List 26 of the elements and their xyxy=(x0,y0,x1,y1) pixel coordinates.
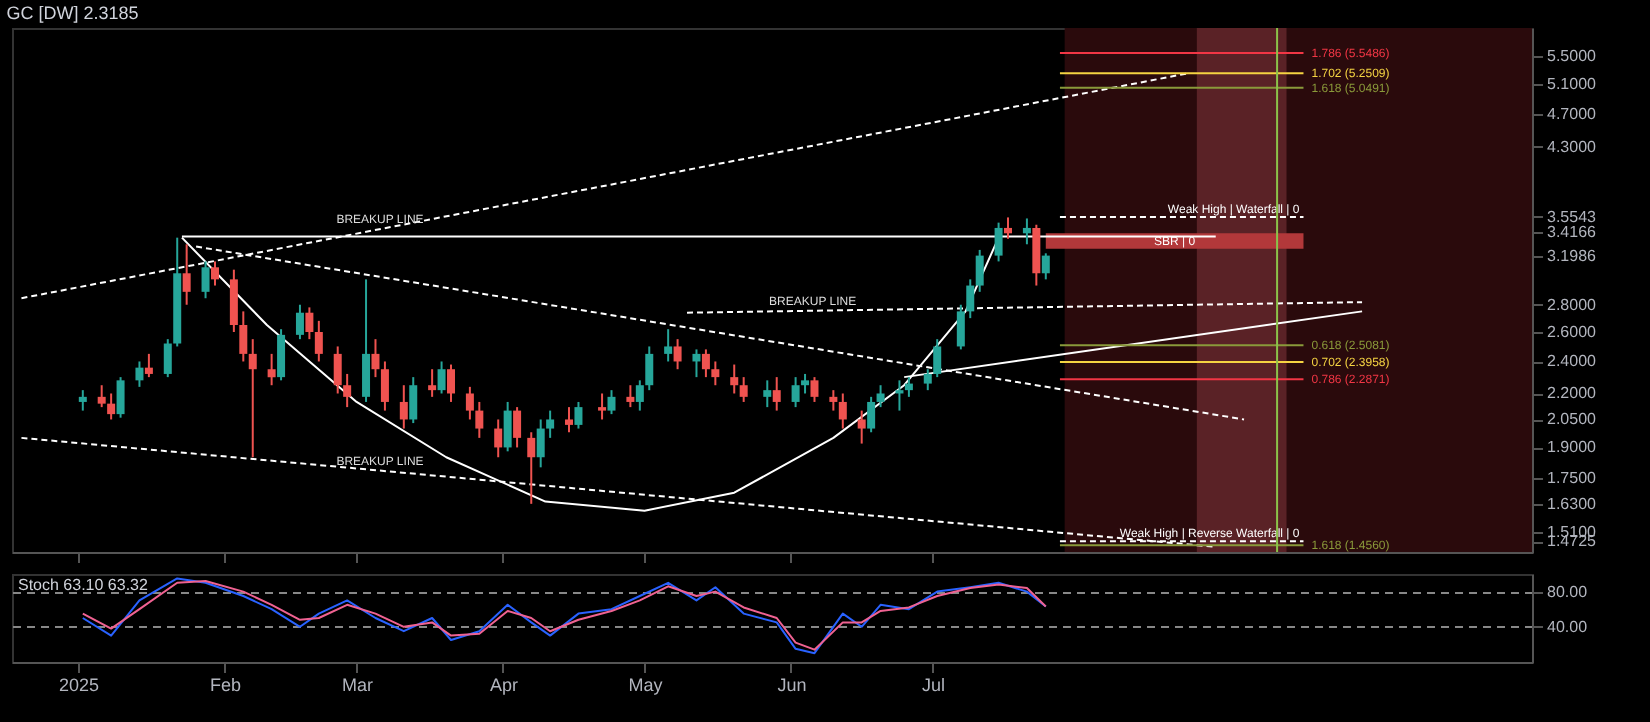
x-tick-label: Jun xyxy=(777,675,807,695)
x-tick-label: Apr xyxy=(489,675,518,695)
y-tick-label: 5.5000 xyxy=(1547,47,1598,66)
x-tick-label: 2025 xyxy=(59,675,100,695)
y-tick-label: 2.8000 xyxy=(1547,295,1598,314)
x-tick-label: Mar xyxy=(342,675,374,695)
y-tick-label: 40.00 xyxy=(1547,617,1589,636)
y-tick-label: 4.3000 xyxy=(1547,137,1598,156)
x-tick-label: Feb xyxy=(209,675,241,695)
y-tick-label: 2.2000 xyxy=(1547,384,1598,403)
y-tick-label: 2.4000 xyxy=(1547,352,1598,371)
y-tick-label: 3.1986 xyxy=(1547,246,1598,265)
chart-title: GC [DW] 2.3185 xyxy=(6,3,139,23)
y-tick-label: 2.0500 xyxy=(1547,410,1598,429)
y-tick-label: 1.9000 xyxy=(1547,438,1598,457)
chart-title: Stoch 63.10 63.32 xyxy=(18,576,149,594)
y-tick-label: 3.4166 xyxy=(1547,222,1598,241)
y-tick-label: 1.7500 xyxy=(1547,468,1598,487)
x-tick-label: Jul xyxy=(921,675,946,695)
y-tick-label: 1.6300 xyxy=(1547,494,1598,513)
y-tick-label: 4.7000 xyxy=(1547,105,1598,124)
y-tick-label: 80.00 xyxy=(1547,582,1589,601)
y-tick-label: 2.6000 xyxy=(1547,323,1598,342)
y-tick-label: 3.5543 xyxy=(1547,207,1598,226)
x-tick-label: May xyxy=(628,675,664,695)
y-tick-label: 5.1000 xyxy=(1547,75,1598,94)
